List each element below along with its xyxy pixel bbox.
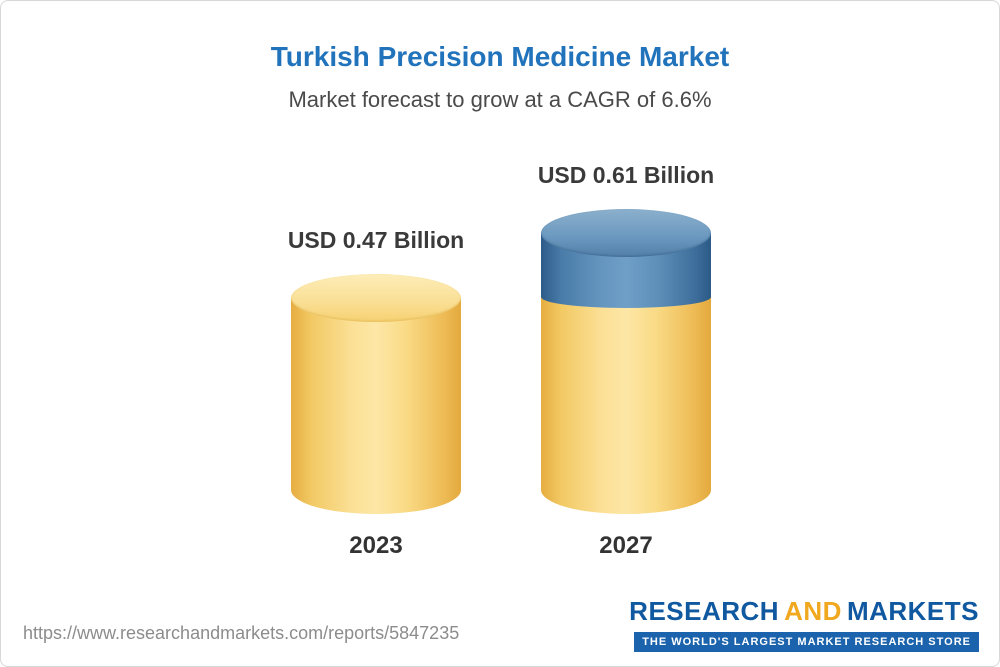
cylinder-top-2023 [291, 274, 461, 322]
value-label-2027: USD 0.61 Billion [537, 162, 715, 188]
category-label-2027: 2027 [599, 532, 653, 559]
chart-title: Turkish Precision Medicine Market [270, 41, 730, 72]
brand-tagline: THE WORLD'S LARGEST MARKET RESEARCH STOR… [634, 632, 979, 652]
source-url: https://www.researchandmarkets.com/repor… [23, 623, 460, 643]
value-label-2023: USD 0.47 Billion [287, 227, 465, 253]
cylinder-2027 [541, 209, 711, 514]
cylinder-top-2027 [541, 209, 711, 257]
cylinder-body-2023 [291, 298, 461, 514]
brand-word-and: AND [784, 596, 842, 626]
brand-logo: RESEARCH AND MARKETS THE WORLD'S LARGEST M… [629, 596, 979, 652]
chart-subtitle: Market forecast to grow at a CAGR of 6.6… [288, 87, 712, 112]
cylinder-2023 [291, 274, 461, 514]
category-label-2023: 2023 [349, 532, 403, 559]
bar-group-2023: USD 0.47 Billion 2023 [287, 227, 465, 560]
brand-wordmark: RESEARCH AND MARKETS [629, 596, 979, 627]
brand-word-research: RESEARCH [629, 596, 780, 626]
bar-group-2027: USD 0.61 Billion 2027 [537, 162, 715, 560]
brand-word-markets: MARKETS [846, 596, 979, 626]
